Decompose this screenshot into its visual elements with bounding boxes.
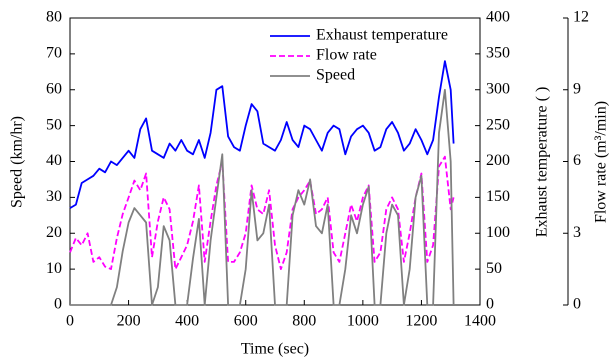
y2-tick-label: 200 — [486, 152, 510, 169]
y2-tick-label: 50 — [486, 260, 502, 277]
series-line — [70, 88, 455, 306]
y-tick-label: 70 — [46, 45, 62, 62]
y-axis-label: Speed (km/hr) — [9, 116, 26, 208]
y3-tick-label: 9 — [573, 80, 581, 97]
series-line — [69, 155, 455, 270]
legend-label: Flow rate — [316, 47, 377, 64]
y-tick-label: 10 — [46, 260, 62, 277]
y2-tick-label: 350 — [486, 45, 510, 62]
legend-label: Exhaust temperature — [316, 27, 448, 44]
y-tick-label: 80 — [46, 9, 62, 26]
x-tick-label: 200 — [117, 313, 141, 330]
x-tick-label: 800 — [292, 313, 316, 330]
y3-tick-label: 3 — [573, 224, 581, 241]
y-tick-label: 50 — [46, 116, 62, 133]
y2-tick-label: 0 — [486, 296, 494, 313]
x-tick-label: 1000 — [347, 313, 379, 330]
y-tick-label: 0 — [54, 296, 62, 313]
y2-tick-label: 400 — [486, 9, 510, 26]
y2-tick-label: 250 — [486, 116, 510, 133]
y3-axis-label: Flow rate (m³/min) — [593, 101, 610, 223]
plot-frame — [69, 17, 481, 306]
y-tick-label: 40 — [46, 152, 62, 169]
x-axis-label: Time (sec) — [241, 341, 309, 358]
x-tick-label: 1400 — [464, 313, 496, 330]
y2-tick-label: 100 — [486, 224, 510, 241]
y-tick-label: 30 — [46, 188, 62, 205]
series-line — [69, 60, 455, 209]
legend-label: Speed — [316, 67, 355, 84]
y2-axis-label: Exhaust temperature ( ) — [534, 87, 551, 238]
y-tick-label: 20 — [46, 224, 62, 241]
y2-tick-label: 300 — [486, 80, 510, 97]
y-tick-label: 60 — [46, 80, 62, 97]
x-tick-label: 400 — [175, 313, 199, 330]
y3-tick-label: 6 — [573, 152, 581, 169]
y3-tick-label: 0 — [573, 296, 581, 313]
x-tick-label: 0 — [66, 313, 74, 330]
y3-tick-label: 12 — [573, 9, 589, 26]
x-tick-label: 1200 — [405, 313, 437, 330]
x-tick-label: 600 — [234, 313, 258, 330]
y2-tick-label: 150 — [486, 188, 510, 205]
